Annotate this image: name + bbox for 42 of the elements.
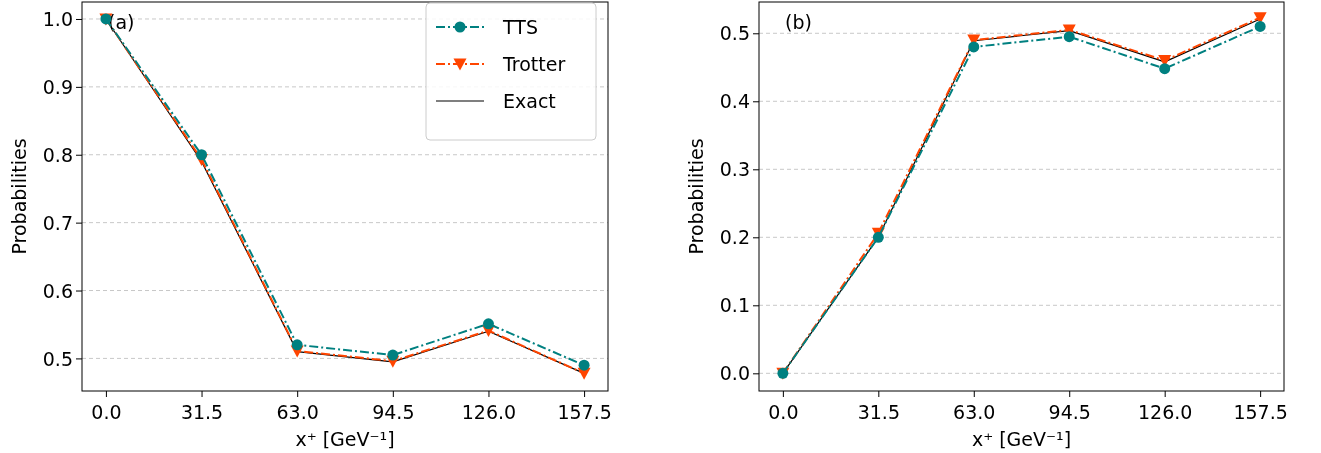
x-tick-label: 94.5 [1048, 401, 1091, 423]
x-axis-title: x⁺ [GeV⁻¹] [971, 428, 1072, 450]
y-tick-label: 0.2 [719, 226, 750, 249]
point [291, 339, 303, 351]
x-tick-label: 31.5 [857, 401, 900, 423]
x-tick-label: 63.0 [953, 401, 996, 423]
y-tick-label: 0.6 [42, 279, 73, 302]
y-tick-label: 0.4 [719, 90, 750, 113]
annotation: (b) [785, 11, 812, 33]
legend-label: Exact [503, 89, 556, 112]
legend-label: Trotter [502, 52, 566, 75]
x-tick-label: 157.5 [1233, 401, 1288, 423]
y-tick-label: 0.5 [719, 22, 750, 45]
x-tick-label: 0.0 [768, 401, 799, 423]
x-tick-label: 157.5 [557, 401, 612, 423]
y-tick-label: 0.0 [719, 362, 750, 385]
x-tick-label: 126.0 [1137, 401, 1193, 423]
point [387, 349, 399, 361]
point [1063, 31, 1075, 43]
point [482, 318, 494, 330]
point [578, 359, 590, 371]
x-tick-label: 94.5 [372, 401, 415, 423]
x-tick-label: 63.0 [276, 401, 319, 423]
point [872, 231, 884, 243]
y-tick-label: 0.3 [719, 158, 750, 181]
y-tick-label: 0.1 [719, 294, 750, 317]
x-tick-label: 0.0 [91, 401, 122, 423]
y-tick-label: 1.0 [42, 8, 73, 31]
legend-label: TTS [502, 15, 538, 38]
point [968, 41, 980, 53]
y-axis-title: Probabilities [685, 138, 707, 255]
x-tick-label: 31.5 [180, 401, 224, 423]
y-tick-label: 0.9 [42, 76, 73, 99]
x-axis-title: x⁺ [GeV⁻¹] [295, 428, 395, 450]
y-tick-label: 0.5 [42, 347, 73, 370]
y-tick-label: 0.8 [42, 143, 73, 166]
x-tick-label: 126.0 [461, 401, 517, 423]
y-axis-title: Probabilities [8, 138, 30, 255]
point [1254, 20, 1266, 32]
point [196, 149, 208, 161]
y-tick-label: 0.7 [42, 211, 73, 234]
point [1159, 63, 1171, 75]
